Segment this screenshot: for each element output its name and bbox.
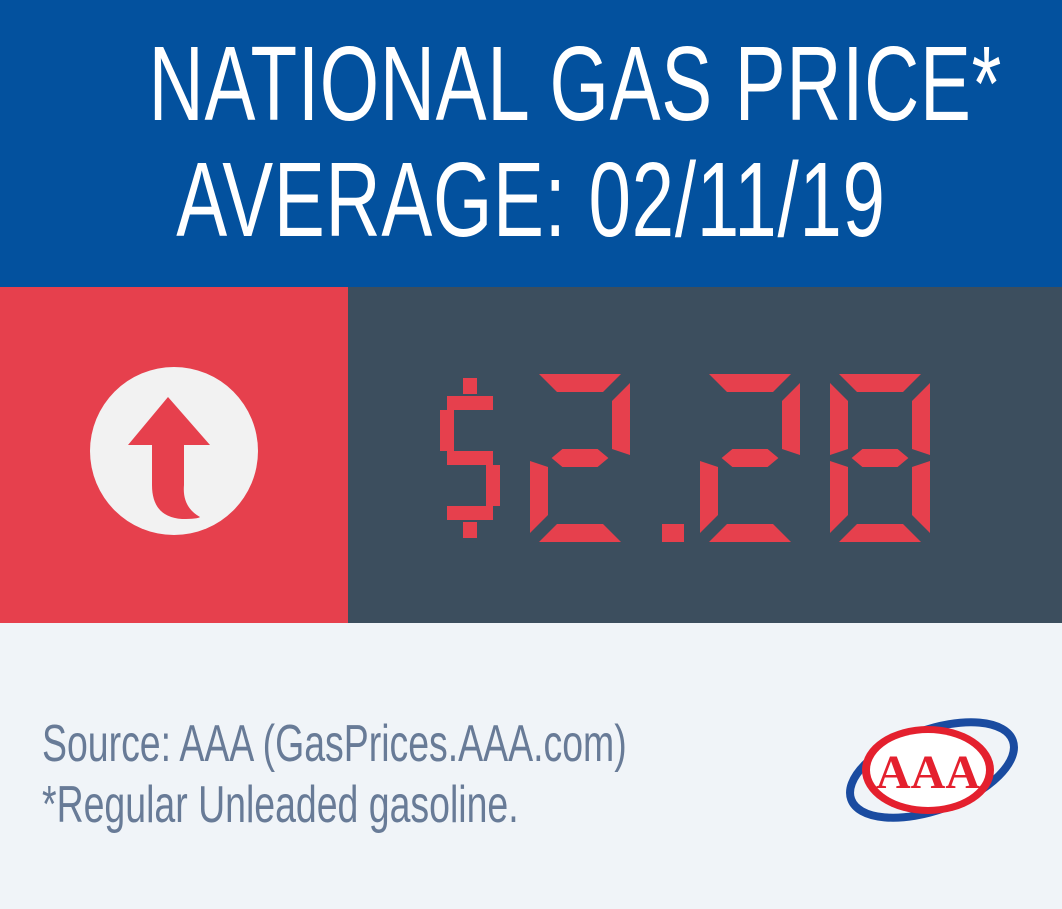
- segment-b: [612, 383, 630, 455]
- header-banner: NATIONAL GAS PRICE* AVERAGE: 02/11/19: [0, 0, 1062, 287]
- segment-g: [721, 449, 779, 467]
- dollar-segment: [486, 465, 500, 506]
- dollar-segment: [463, 522, 477, 538]
- note-text: *Regular Unleaded gasoline.: [42, 776, 519, 834]
- segment-f: [830, 383, 848, 455]
- segment-e: [830, 461, 848, 533]
- segment-b: [912, 383, 930, 455]
- dollar-segment: [447, 451, 493, 465]
- dollar-segment: [447, 396, 493, 410]
- segment-b: [782, 383, 800, 455]
- dollar-segment: [463, 378, 477, 394]
- source-text: Source: AAA (GasPrices.AAA.com): [42, 715, 627, 773]
- digit-8: [830, 374, 930, 542]
- dollar-segment: [447, 506, 493, 520]
- price-display: [430, 360, 990, 565]
- title-line-1: NATIONAL GAS PRICE*: [148, 25, 1003, 143]
- segment-d: [539, 524, 621, 542]
- segment-d: [709, 524, 791, 542]
- segment-c: [912, 461, 930, 533]
- dollar-segment: [440, 410, 454, 451]
- segment-a: [539, 374, 621, 392]
- dollar-sign: [440, 378, 500, 538]
- decimal-point: [662, 524, 684, 542]
- segment-a: [839, 374, 921, 392]
- aaa-logo: AAA: [846, 718, 1018, 822]
- segment-e: [700, 461, 718, 533]
- segment-d: [839, 524, 921, 542]
- arrow-up-icon: [128, 397, 210, 519]
- trend-indicator: [90, 367, 258, 535]
- segment-g: [851, 449, 909, 467]
- svg-text:AAA: AAA: [876, 746, 980, 799]
- title-line-2: AVERAGE: 02/11/19: [176, 141, 886, 259]
- digit-2: [530, 374, 630, 542]
- segment-a: [709, 374, 791, 392]
- digit-2: [700, 374, 800, 542]
- segment-e: [530, 461, 548, 533]
- price-digits: [440, 374, 930, 542]
- segment-g: [551, 449, 609, 467]
